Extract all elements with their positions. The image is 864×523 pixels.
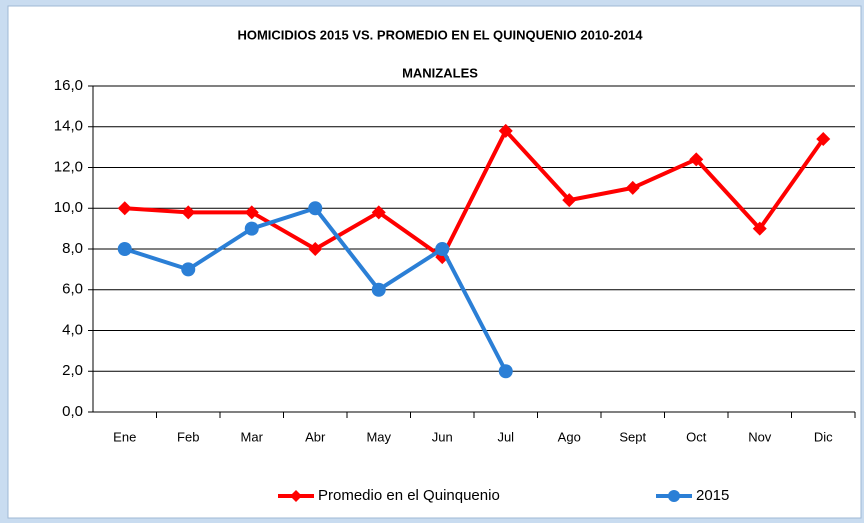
- y-tick-label: 12,0: [54, 158, 83, 175]
- y-tick-label: 2,0: [62, 362, 83, 379]
- x-tick-label: Ene: [113, 429, 136, 444]
- point: [308, 201, 323, 216]
- y-tick-label: 16,0: [54, 77, 83, 94]
- point: [371, 282, 386, 297]
- x-tick-label: Mar: [241, 429, 264, 444]
- legend-marker: [290, 490, 302, 502]
- x-tick-label: Nov: [748, 429, 772, 444]
- x-tick-label: Dic: [814, 429, 833, 444]
- y-tick-label: 10,0: [54, 199, 83, 216]
- x-tick-label: May: [366, 429, 391, 444]
- y-tick-label: 0,0: [62, 403, 83, 420]
- x-tick-label: Sept: [619, 429, 646, 444]
- chart-area: [7, 5, 862, 519]
- point: [181, 262, 196, 277]
- legend-marker: [668, 490, 680, 502]
- point: [689, 152, 704, 167]
- point: [752, 221, 767, 236]
- x-tick-label: Jul: [497, 429, 514, 444]
- y-tick-label: 4,0: [62, 321, 83, 338]
- point: [117, 242, 132, 256]
- y-tick-label: 8,0: [62, 240, 83, 257]
- point: [117, 201, 132, 216]
- point: [625, 180, 640, 195]
- point: [498, 364, 513, 379]
- legend-label: Promedio en el Quinquenio: [318, 487, 500, 504]
- point: [181, 205, 196, 220]
- legend-label: 2015: [696, 487, 729, 504]
- point: [244, 221, 259, 236]
- point: [308, 242, 323, 256]
- x-tick-label: Abr: [305, 429, 326, 444]
- chart-title: HOMICIDIOS 2015 VS. PROMEDIO EN EL QUINQ…: [237, 27, 643, 42]
- series-line: [124, 128, 825, 260]
- point: [498, 123, 513, 138]
- chart-subtitle: MANIZALES: [402, 65, 478, 80]
- x-tick-label: Oct: [686, 429, 707, 444]
- x-tick-label: Jun: [432, 429, 453, 444]
- point: [371, 205, 386, 220]
- y-tick-label: 6,0: [62, 281, 83, 298]
- point: [435, 242, 450, 256]
- point: [562, 193, 577, 208]
- y-tick-label: 14,0: [54, 118, 83, 135]
- x-tick-label: Ago: [558, 429, 581, 444]
- x-tick-label: Feb: [177, 429, 199, 444]
- point: [816, 131, 831, 146]
- point: [244, 205, 259, 220]
